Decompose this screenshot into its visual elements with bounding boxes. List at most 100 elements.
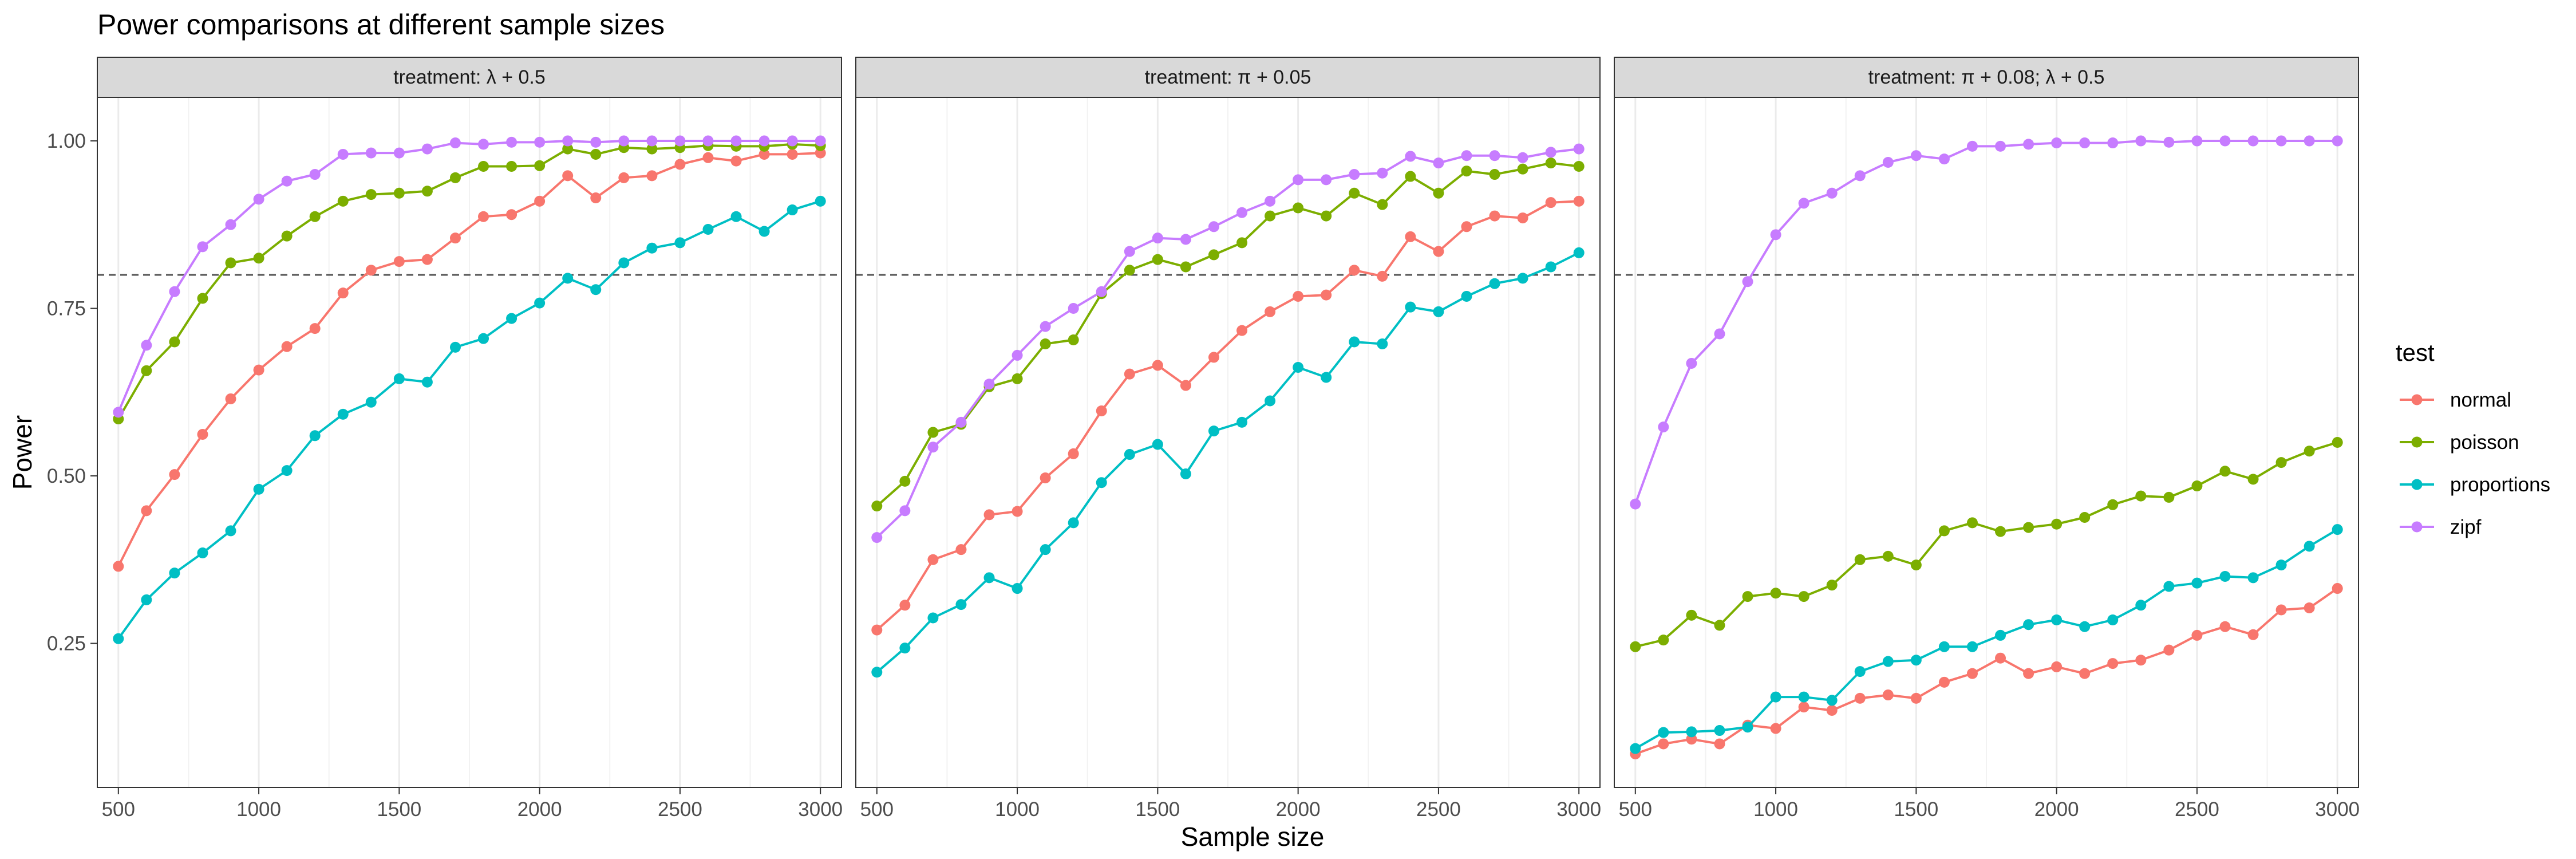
data-point-poisson bbox=[590, 148, 602, 160]
y-tick-label: 0.50 bbox=[47, 465, 86, 487]
data-point-zipf bbox=[1208, 221, 1219, 233]
data-point-normal bbox=[169, 469, 180, 480]
data-point-normal bbox=[2219, 621, 2231, 632]
data-point-proportions bbox=[2163, 581, 2175, 592]
data-point-poisson bbox=[1152, 254, 1163, 265]
data-point-proportions bbox=[478, 333, 489, 344]
data-point-zipf bbox=[1377, 167, 1388, 179]
data-point-proportions bbox=[1405, 301, 1416, 313]
x-tick-label: 1500 bbox=[377, 798, 421, 821]
data-point-proportions bbox=[1882, 656, 1894, 667]
data-point-proportions bbox=[281, 465, 293, 476]
data-point-normal bbox=[1910, 692, 1922, 704]
data-point-zipf bbox=[1461, 150, 1472, 161]
data-point-proportions bbox=[1910, 655, 1922, 666]
data-point-proportions bbox=[1040, 544, 1051, 555]
data-point-proportions bbox=[534, 297, 546, 309]
data-point-normal bbox=[506, 209, 517, 220]
data-point-poisson bbox=[337, 195, 349, 207]
legend: test normal poisson proportions zipf bbox=[2396, 339, 2550, 538]
data-point-poisson bbox=[141, 365, 152, 376]
data-point-proportions bbox=[1742, 722, 1753, 733]
data-point-normal bbox=[365, 265, 377, 276]
data-point-zipf bbox=[309, 169, 321, 180]
data-point-normal bbox=[1517, 212, 1528, 224]
data-point-zipf bbox=[618, 135, 630, 147]
data-point-proportions bbox=[1686, 726, 1697, 738]
data-point-proportions bbox=[899, 643, 911, 654]
data-point-zipf bbox=[787, 135, 798, 147]
x-tick-label: 1000 bbox=[1753, 798, 1798, 821]
data-point-poisson bbox=[1377, 199, 1388, 210]
panel-strip-label: treatment: π + 0.08; λ + 0.5 bbox=[1868, 66, 2105, 88]
panels: treatment: λ + 0.5 500 1000 1500 2000 2500 300… bbox=[47, 57, 2360, 821]
data-point-poisson bbox=[1826, 580, 1838, 591]
data-point-zipf bbox=[1489, 150, 1500, 161]
data-point-poisson bbox=[225, 257, 236, 269]
data-point-poisson bbox=[2135, 490, 2147, 502]
data-point-proportions bbox=[927, 612, 939, 624]
data-point-poisson bbox=[1433, 187, 1444, 199]
data-point-poisson bbox=[1124, 265, 1135, 276]
data-point-proportions bbox=[955, 599, 967, 610]
data-point-proportions bbox=[225, 525, 236, 537]
data-point-proportions bbox=[1545, 261, 1556, 273]
data-point-normal bbox=[1236, 325, 1248, 336]
data-point-zipf bbox=[113, 407, 124, 418]
data-point-normal bbox=[2107, 658, 2119, 669]
data-point-proportions bbox=[1770, 691, 1781, 703]
data-point-poisson bbox=[1938, 525, 1950, 537]
data-point-proportions bbox=[2107, 614, 2119, 626]
data-point-zipf bbox=[2219, 135, 2231, 147]
data-point-proportions bbox=[1208, 425, 1219, 437]
data-point-normal bbox=[2191, 629, 2203, 641]
data-point-proportions bbox=[1152, 439, 1163, 450]
legend-label: zipf bbox=[2450, 516, 2482, 538]
data-point-normal bbox=[899, 600, 911, 611]
data-point-zipf bbox=[1938, 153, 1950, 165]
data-point-proportions bbox=[2219, 570, 2231, 582]
data-point-proportions bbox=[590, 284, 602, 295]
data-point-poisson bbox=[871, 501, 883, 512]
data-point-poisson bbox=[1265, 210, 1276, 222]
data-point-proportions bbox=[1461, 290, 1472, 302]
data-point-poisson bbox=[1630, 641, 1641, 652]
data-point-proportions bbox=[141, 594, 152, 605]
data-point-zipf bbox=[1517, 152, 1528, 163]
data-point-normal bbox=[1882, 689, 1894, 701]
data-point-proportions bbox=[702, 223, 714, 235]
data-point-proportions bbox=[562, 273, 574, 284]
data-point-normal bbox=[225, 393, 236, 404]
data-point-proportions bbox=[113, 633, 124, 644]
data-point-normal bbox=[1995, 652, 2006, 664]
data-point-normal bbox=[702, 152, 714, 163]
data-point-proportions bbox=[1180, 468, 1191, 479]
chart-title: Power comparisons at different sample si… bbox=[97, 9, 665, 41]
data-point-zipf bbox=[1012, 349, 1023, 361]
data-point-normal bbox=[1573, 195, 1585, 207]
data-point-poisson bbox=[393, 187, 405, 199]
y-tick-label: 1.00 bbox=[47, 130, 86, 152]
x-tick-label: 1000 bbox=[236, 798, 281, 821]
data-point-proportions bbox=[2275, 559, 2287, 571]
data-point-zipf bbox=[1686, 357, 1697, 369]
data-point-proportions bbox=[1995, 629, 2006, 641]
data-point-proportions bbox=[1573, 247, 1585, 258]
data-point-zipf bbox=[365, 147, 377, 159]
data-point-poisson bbox=[927, 427, 939, 438]
data-point-normal bbox=[1770, 723, 1781, 734]
data-point-poisson bbox=[1012, 373, 1023, 384]
x-tick-label: 500 bbox=[102, 798, 135, 821]
data-point-poisson bbox=[1798, 591, 1809, 602]
legend-key-point bbox=[2411, 521, 2423, 533]
data-point-normal bbox=[2275, 604, 2287, 616]
data-point-poisson bbox=[169, 336, 180, 348]
data-point-normal bbox=[1966, 668, 1978, 679]
data-point-poisson bbox=[506, 161, 517, 172]
data-point-zipf bbox=[674, 135, 686, 147]
data-point-poisson bbox=[1068, 334, 1079, 346]
data-point-proportions bbox=[815, 195, 826, 207]
data-point-poisson bbox=[1742, 591, 1753, 602]
data-point-poisson bbox=[2079, 512, 2091, 523]
data-point-proportions bbox=[758, 226, 770, 237]
